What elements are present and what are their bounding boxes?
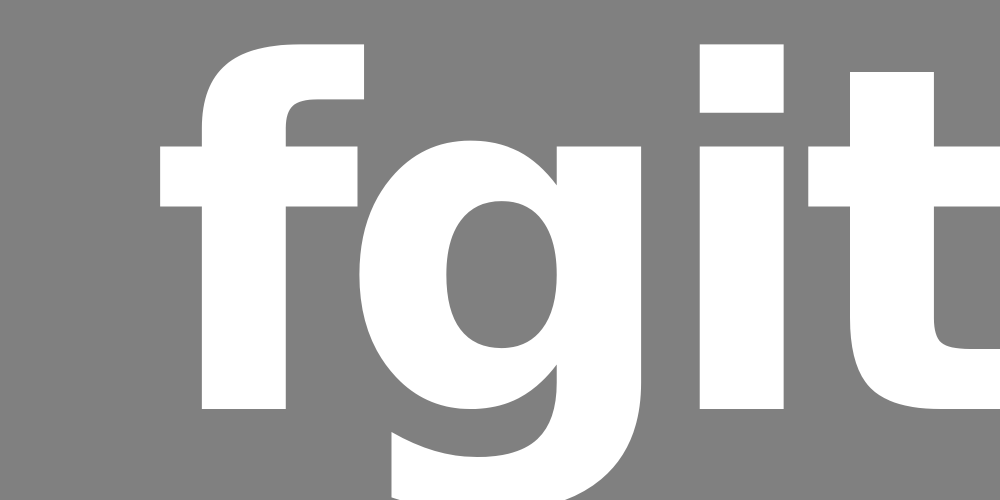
logo-text: fgit	[151, 0, 1000, 500]
